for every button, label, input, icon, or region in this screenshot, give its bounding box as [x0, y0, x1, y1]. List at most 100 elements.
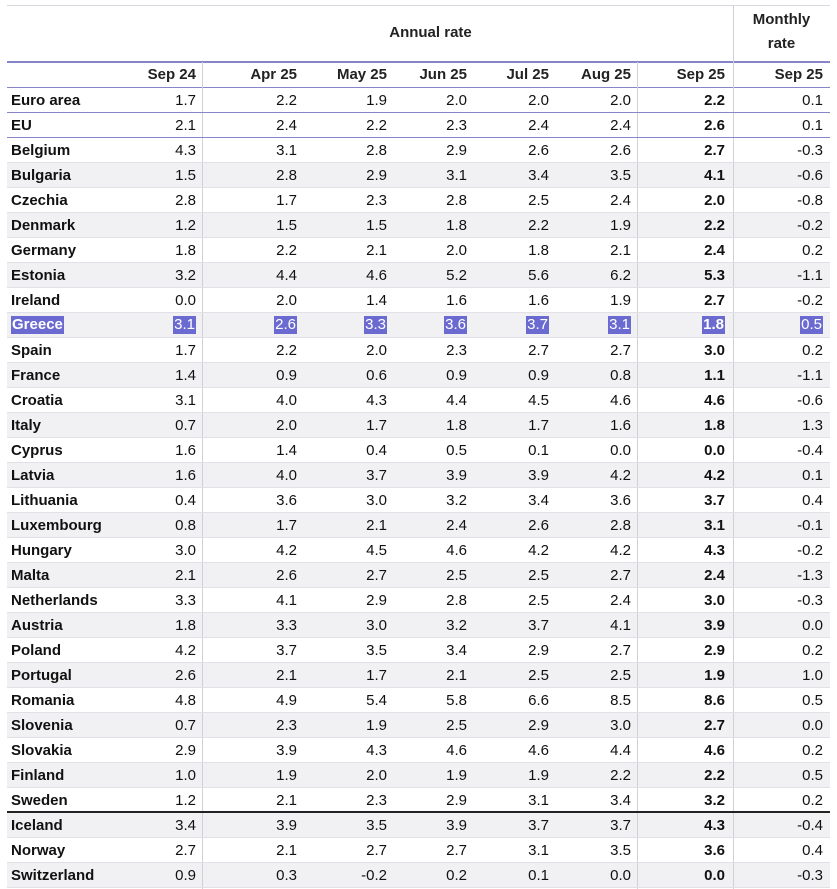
rate-value: 2.8 — [446, 592, 467, 609]
rate-value: 1.8 — [175, 242, 196, 259]
rate-value: 4.4 — [276, 267, 297, 284]
rate-value: 3.1 — [528, 792, 549, 809]
row-border — [7, 337, 830, 338]
rate-value: 1.6 — [610, 417, 631, 434]
rate-value: 3.4 — [528, 167, 549, 184]
country-name: Italy — [11, 417, 42, 434]
rate-value: 4.1 — [704, 167, 725, 184]
rate-value: 0.4 — [802, 492, 823, 509]
rate-value: 3.6 — [276, 492, 297, 509]
column-header: Aug 25 — [580, 66, 631, 83]
rate-value: 2.2 — [704, 767, 725, 784]
rate-value: 2.1 — [276, 842, 297, 859]
rate-value: 2.6 — [276, 567, 297, 584]
rate-value: 1.7 — [175, 92, 196, 109]
country-name: Ireland — [11, 292, 61, 309]
rate-value: 2.7 — [704, 717, 725, 734]
rate-value: 2.6 — [528, 517, 549, 534]
rate-value: 2.0 — [446, 92, 467, 109]
rate-value: 2.4 — [704, 242, 725, 259]
rate-value: -0.8 — [797, 192, 823, 209]
country-name: Hungary — [11, 542, 72, 559]
rate-value: 1.3 — [802, 417, 823, 434]
rate-value: 2.9 — [704, 642, 725, 659]
rate-value: 4.4 — [446, 392, 467, 409]
row-background — [7, 263, 830, 288]
country-name: Lithuania — [11, 492, 78, 509]
rate-value: 2.4 — [704, 567, 725, 584]
rate-value: 3.7 — [528, 817, 549, 834]
rate-value: 1.7 — [528, 417, 549, 434]
rate-value: 1.8 — [175, 617, 196, 634]
country-name: Romania — [11, 692, 75, 709]
rate-value: 3.1 — [175, 392, 196, 409]
rate-value: 2.9 — [366, 167, 387, 184]
rate-value: 0.2 — [446, 867, 467, 884]
rate-value: 0.0 — [704, 442, 725, 459]
rate-value: 3.0 — [366, 492, 387, 509]
rate-value: 2.4 — [610, 192, 631, 209]
rate-value: 1.4 — [276, 442, 297, 459]
rate-value: 2.3 — [446, 117, 467, 134]
rate-value: 4.1 — [610, 617, 631, 634]
row-border — [7, 637, 830, 638]
country-name: Luxembourg — [11, 517, 102, 534]
rate-value: 2.5 — [528, 592, 549, 609]
rate-value: 2.9 — [528, 717, 549, 734]
row-background — [7, 363, 830, 388]
rate-value: 2.5 — [528, 192, 549, 209]
country-name: France — [11, 367, 61, 384]
group-header: Monthly rate — [752, 11, 811, 52]
row-background — [7, 863, 830, 888]
rate-value: 3.9 — [446, 467, 467, 484]
rate-value: 0.0 — [610, 867, 631, 884]
rate-value: 4.2 — [276, 542, 297, 559]
rate-value: 0.4 — [802, 842, 823, 859]
rate-value: -0.2 — [361, 867, 387, 884]
row-border — [7, 237, 830, 238]
row-background — [7, 563, 830, 588]
rate-value: 5.8 — [446, 692, 467, 709]
row-border — [7, 762, 830, 763]
rate-value: 0.3 — [276, 867, 297, 884]
rate-value: 4.5 — [528, 392, 549, 409]
rate-value: 2.7 — [175, 842, 196, 859]
rate-value: -0.4 — [797, 442, 823, 459]
rate-value: 4.0 — [276, 467, 297, 484]
rate-value: 2.1 — [175, 567, 196, 584]
rate-value: 0.1 — [802, 92, 823, 109]
rate-value: -1.1 — [797, 367, 823, 384]
rate-value: 2.1 — [446, 667, 467, 684]
rate-value: 1.9 — [366, 92, 387, 109]
group-header: Annual rate — [389, 24, 472, 41]
rate-value: 2.2 — [276, 342, 297, 359]
row-border — [7, 712, 830, 713]
column-header: Jun 25 — [419, 66, 467, 83]
rate-value: 0.0 — [802, 717, 823, 734]
rate-value: 2.5 — [610, 667, 631, 684]
rate-value: 1.4 — [175, 367, 196, 384]
rate-value: 1.9 — [610, 292, 631, 309]
rate-value: 2.6 — [175, 667, 196, 684]
rate-value: 3.6 — [610, 492, 631, 509]
rate-value: 2.6 — [610, 142, 631, 159]
row-border — [7, 162, 830, 163]
rate-value: 1.6 — [446, 292, 467, 309]
rate-value: 0.1 — [802, 467, 823, 484]
rate-value: 4.3 — [366, 392, 387, 409]
rate-value: 2.0 — [276, 292, 297, 309]
rate-value: 3.5 — [366, 642, 387, 659]
rate-value: 3.3 — [175, 592, 196, 609]
rate-value: 5.3 — [704, 267, 725, 284]
country-name: Norway — [11, 842, 66, 859]
rate-value: 3.9 — [276, 742, 297, 759]
rate-value: 1.8 — [446, 217, 467, 234]
rate-value: -0.4 — [797, 817, 823, 834]
rate-value: 2.3 — [446, 342, 467, 359]
rate-value: 4.8 — [175, 692, 196, 709]
rate-value: 1.0 — [175, 767, 196, 784]
rate-value: 0.1 — [802, 117, 823, 134]
row-background — [7, 463, 830, 488]
rate-value: 2.4 — [610, 117, 631, 134]
rate-value: 4.4 — [610, 742, 631, 759]
